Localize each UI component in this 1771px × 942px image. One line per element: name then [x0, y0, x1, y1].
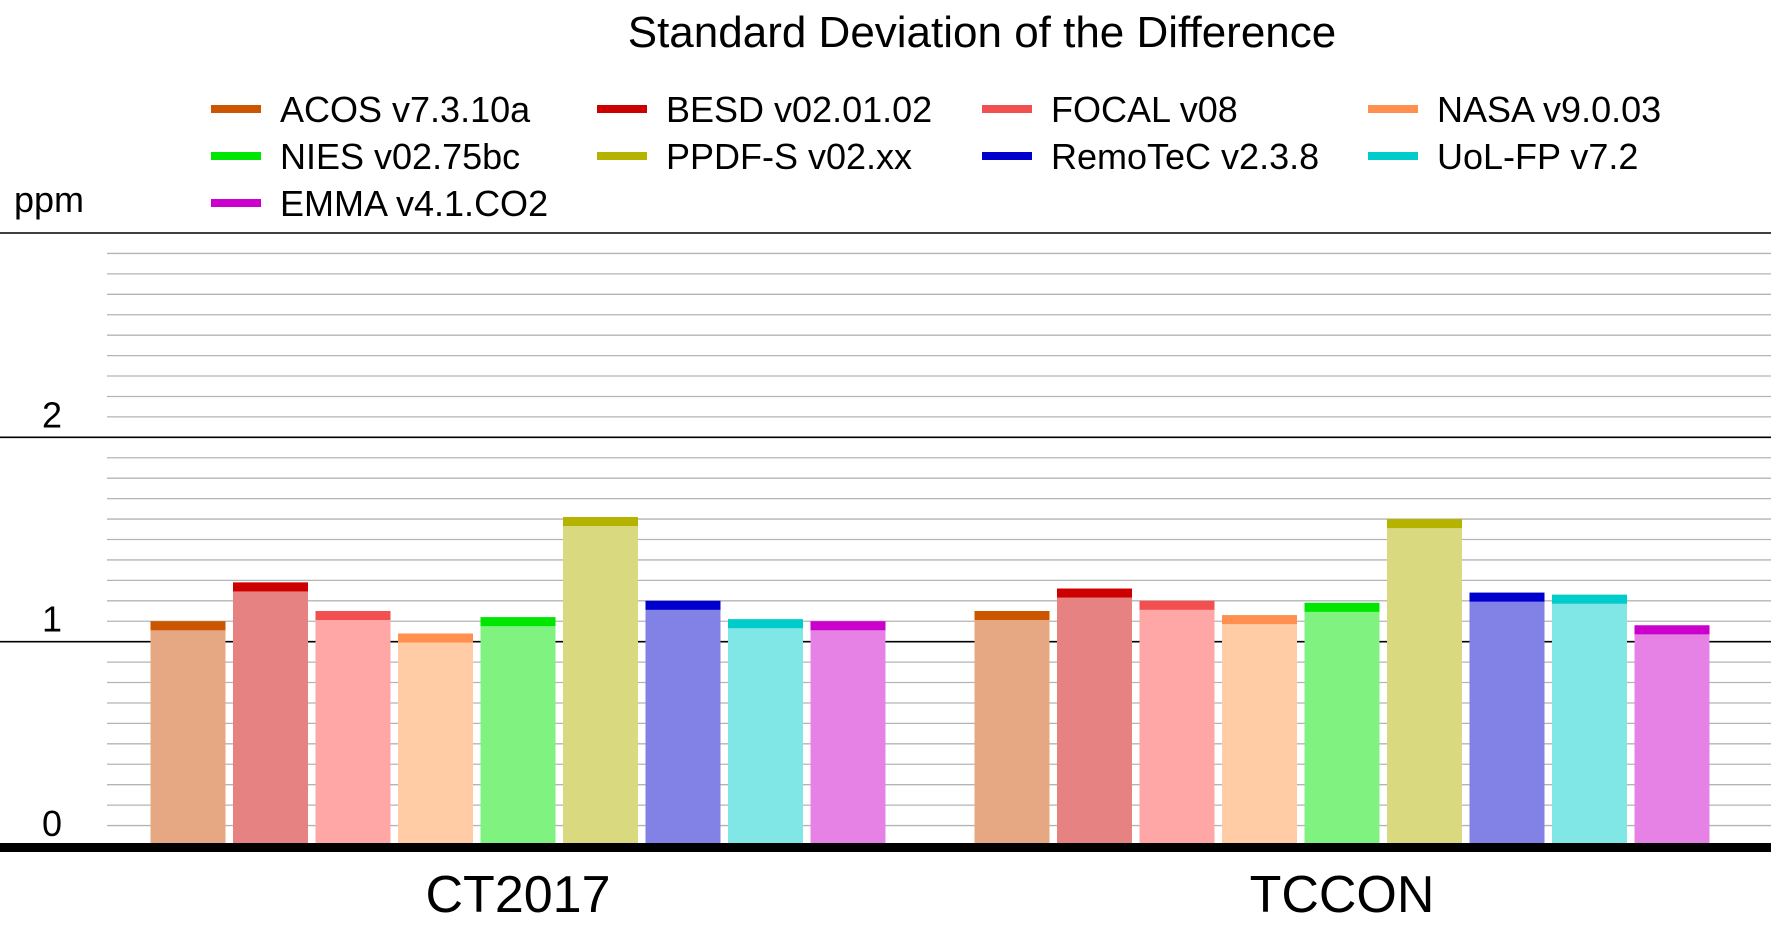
bar-cap	[315, 611, 391, 621]
bar	[1304, 602, 1380, 846]
legend-swatch	[1368, 152, 1418, 160]
bar-cap	[1387, 519, 1462, 529]
legend-label: RemoTeC v2.3.8	[1051, 136, 1319, 177]
bar	[1057, 588, 1132, 846]
bar-cap	[1304, 602, 1380, 612]
bar	[1634, 625, 1710, 846]
bar-cap	[1139, 600, 1215, 610]
legend-label: FOCAL v08	[1051, 89, 1238, 130]
legend-label: ACOS v7.3.10a	[280, 89, 531, 130]
bar	[728, 619, 803, 846]
bar-cap	[974, 611, 1050, 621]
bar	[1222, 615, 1297, 846]
bar	[1139, 600, 1215, 846]
legend-item: EMMA v4.1.CO2	[211, 183, 548, 224]
legend: ACOS v7.3.10a BESD v02.01.02 FOCAL v08 NASA…	[211, 89, 1661, 224]
legend-label: BESD v02.01.02	[666, 89, 932, 130]
bar	[1552, 594, 1627, 846]
bar-cap	[1552, 594, 1627, 604]
bar	[315, 611, 391, 846]
bar-cap	[480, 617, 556, 627]
legend-item: BESD v02.01.02	[597, 89, 932, 130]
bar	[645, 600, 721, 846]
legend-item: FOCAL v08	[982, 89, 1238, 130]
legend-item: RemoTeC v2.3.8	[982, 136, 1319, 177]
legend-swatch	[982, 152, 1032, 160]
chart-title: Standard Deviation of the Difference	[628, 8, 1337, 57]
bars	[0, 517, 1771, 852]
bar-cap	[1222, 615, 1297, 625]
bar	[398, 633, 473, 846]
bar	[480, 617, 556, 846]
legend-item: PPDF-S v02.xx	[597, 136, 912, 177]
bar-cap	[150, 621, 226, 631]
bar	[233, 582, 308, 846]
legend-label: NASA v9.0.03	[1437, 89, 1661, 130]
legend-label: NIES v02.75bc	[280, 136, 520, 177]
bar-cap	[1634, 625, 1710, 635]
bar	[1387, 519, 1462, 846]
legend-item: NASA v9.0.03	[1368, 89, 1661, 130]
legend-swatch	[597, 105, 647, 113]
bar-cap	[810, 621, 886, 631]
y-tick-label: 0	[42, 803, 62, 844]
legend-item: ACOS v7.3.10a	[211, 89, 531, 130]
y-axis-ticks: 0 1 2	[42, 394, 62, 844]
baseline	[0, 843, 1771, 852]
bar-cap	[1469, 592, 1545, 602]
y-tick-label: 2	[42, 394, 62, 435]
legend-swatch	[1368, 105, 1418, 113]
bar-cap	[233, 582, 308, 592]
legend-label: PPDF-S v02.xx	[666, 136, 912, 177]
legend-swatch	[211, 105, 261, 113]
legend-item: UoL-FP v7.2	[1368, 136, 1638, 177]
bar-cap	[728, 619, 803, 629]
bar	[810, 621, 886, 846]
bar	[1469, 592, 1545, 846]
legend-swatch	[211, 199, 261, 207]
x-category-label: CT2017	[426, 866, 611, 924]
legend-swatch	[211, 152, 261, 160]
bar-cap	[563, 517, 638, 527]
x-axis-labels: CT2017 TCCON	[426, 866, 1435, 924]
bar	[974, 611, 1050, 846]
y-axis-label: ppm	[14, 179, 84, 220]
bar	[150, 621, 226, 846]
legend-item: NIES v02.75bc	[211, 136, 520, 177]
bar-cap	[1057, 588, 1132, 598]
legend-label: EMMA v4.1.CO2	[280, 183, 548, 224]
legend-label: UoL-FP v7.2	[1437, 136, 1638, 177]
bar-cap	[645, 600, 721, 610]
legend-swatch	[982, 105, 1032, 113]
bar	[563, 517, 638, 846]
bar-cap	[398, 633, 473, 643]
legend-swatch	[597, 152, 647, 160]
x-category-label: TCCON	[1250, 866, 1435, 924]
y-tick-label: 1	[42, 599, 62, 640]
